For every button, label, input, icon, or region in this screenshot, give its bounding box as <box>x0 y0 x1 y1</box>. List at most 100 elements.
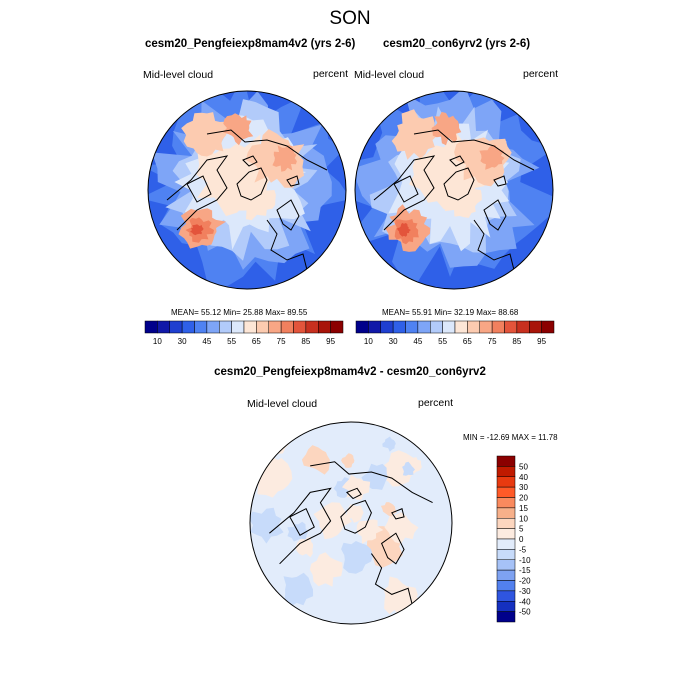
cloud-contour <box>479 145 505 170</box>
panel-1-colorbar-swatch <box>256 320 269 334</box>
panel-1-colorbar-tick-label: 30 <box>178 337 187 346</box>
difference-contour <box>341 453 355 468</box>
difference-colorbar-tick-label: -30 <box>519 587 531 596</box>
difference-colorbar-swatch <box>496 528 516 540</box>
panel-1-colorbar-swatch <box>243 320 257 334</box>
panel-1-colorbar-swatch <box>330 320 344 334</box>
cloud-contour <box>431 111 462 146</box>
coastline <box>206 129 328 171</box>
panel-2-colorbar-swatch <box>392 320 406 334</box>
map-boundary <box>354 90 554 290</box>
panel-2-colorbar-swatch <box>417 320 431 334</box>
coastline <box>310 461 433 504</box>
coastline <box>393 175 419 203</box>
panel-1-colorbar-tick-label: 10 <box>153 337 162 346</box>
difference-units-label: percent <box>418 397 454 409</box>
coastline <box>289 508 315 536</box>
coastline <box>380 532 405 565</box>
panel-2-polar-map <box>354 90 554 290</box>
panel-2-units-label: percent <box>523 68 559 80</box>
cloud-contour <box>237 180 276 221</box>
coastline <box>483 199 507 231</box>
panel-1-colorbar-tick-label: 45 <box>202 337 211 346</box>
panel-2-colorbar-swatch <box>504 320 518 334</box>
difference-colorbar-tick-label: 0 <box>519 535 524 544</box>
panel-1-colorbar-swatch <box>181 320 195 334</box>
panel-2-colorbar-swatch <box>430 320 443 334</box>
panel-1-colorbar-tick-label: 95 <box>326 337 335 346</box>
difference-colorbar-tick-label: 50 <box>519 462 528 471</box>
panel-1-colorbar-swatch <box>194 320 208 334</box>
coastline <box>493 175 507 187</box>
panel-1-colorbar: 10 30 45 55 65 75 85 95 <box>144 320 344 346</box>
coastline <box>449 155 465 167</box>
panel-2-colorbar-tick-label: 65 <box>463 337 472 346</box>
panel-1-colorbar-swatch <box>144 320 158 334</box>
difference-colorbar-swatch <box>496 601 516 612</box>
cloud-contour <box>391 109 438 160</box>
difference-colorbar-tick-label: 10 <box>519 514 528 523</box>
difference-variable-label: Mid-level cloud <box>247 398 318 410</box>
panel-2-colorbar-tick-label: 85 <box>512 337 521 346</box>
panel-1-colorbar-swatch <box>293 320 307 334</box>
panel-1-colorbar-swatch <box>157 320 170 334</box>
map-boundary <box>147 90 347 290</box>
panel-1-colorbar-swatch <box>219 320 232 334</box>
cloud-contour <box>397 222 411 237</box>
coastline <box>276 199 300 231</box>
cloud-contour <box>190 224 204 236</box>
coastline <box>370 553 413 605</box>
difference-colorbar-swatch <box>496 476 516 488</box>
difference-contour <box>301 445 330 475</box>
difference-colorbar-tick-label: 40 <box>519 473 528 482</box>
panel-1-title: cesm20_Pengfeiexp8mam4v2 (yrs 2-6) <box>145 38 356 50</box>
coastline <box>186 175 212 203</box>
difference-colorbar-swatch <box>496 580 516 592</box>
coastline <box>346 487 362 500</box>
panel-2-colorbar-tick-label: 55 <box>438 337 447 346</box>
panel-2-colorbar: 10 30 45 55 65 75 85 95 <box>355 320 555 346</box>
cloud-contour <box>223 113 254 146</box>
difference-contour <box>309 552 343 587</box>
difference-contour <box>341 541 373 574</box>
difference-contour <box>295 536 313 558</box>
panel-2-title: cesm20_con6yrv2 (yrs 2-6) <box>383 38 531 50</box>
difference-colorbar-swatch <box>496 518 516 529</box>
difference-polar-map <box>249 421 453 625</box>
difference-colorbar-tick-label: 15 <box>519 504 528 513</box>
coastline <box>269 487 332 565</box>
panel-2-colorbar-swatch <box>491 320 505 334</box>
panel-1-colorbar-tick-label: 75 <box>277 337 286 346</box>
difference-colorbar-swatch <box>496 549 516 560</box>
panel-2-colorbar-swatch <box>541 320 555 334</box>
difference-colorbar-tick-label: -20 <box>519 577 531 586</box>
panel-2-stats: MEAN= 55.91 Min= 32.19 Max= 88.68 <box>382 308 519 317</box>
cloud-contour <box>443 180 482 218</box>
difference-colorbar-swatch <box>496 611 516 623</box>
difference-colorbar-swatch <box>496 569 516 581</box>
panel-1-colorbar-swatch <box>318 320 331 334</box>
panel-2-colorbar-tick-label: 75 <box>488 337 497 346</box>
coastline <box>166 155 229 231</box>
difference-colorbar-swatch <box>496 507 516 519</box>
coastline <box>443 167 475 201</box>
difference-colorbar-tick-label: -15 <box>519 566 531 575</box>
difference-contour <box>384 512 419 544</box>
difference-contour <box>250 507 284 544</box>
panel-2-colorbar-swatch <box>355 320 369 334</box>
panel-1-colorbar-swatch <box>280 320 294 334</box>
difference-contour <box>346 504 364 523</box>
difference-contour <box>382 436 396 452</box>
difference-contour <box>283 572 314 608</box>
difference-colorbar-tick-label: 5 <box>519 525 524 534</box>
difference-colorbar-tick-label: 30 <box>519 483 528 492</box>
coastline <box>242 155 258 167</box>
panel-2-colorbar-tick-label: 95 <box>537 337 546 346</box>
panel-2-colorbar-swatch <box>529 320 542 334</box>
difference-title: cesm20_Pengfeiexp8mam4v2 - cesm20_con6yr… <box>214 366 486 378</box>
panel-1-stats: MEAN= 55.12 Min= 25.88 Max= 89.55 <box>171 308 308 317</box>
coastline <box>413 129 535 171</box>
panel-1-colorbar-swatch <box>231 320 245 334</box>
difference-minmax: MIN = -12.69 MAX = 11.78 <box>463 433 558 442</box>
difference-colorbar-tick-label: -10 <box>519 556 531 565</box>
